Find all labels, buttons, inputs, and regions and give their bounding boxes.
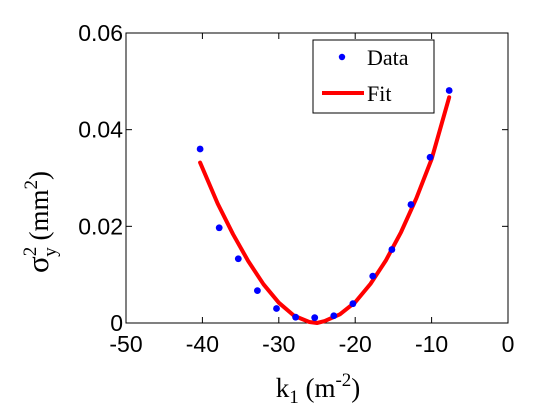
x-tick-label: 0	[502, 331, 515, 357]
y-tick-label: 0.06	[78, 20, 123, 46]
data-point	[254, 287, 261, 295]
x-tick-label: -20	[339, 331, 372, 357]
data-point	[330, 312, 338, 320]
data-point	[445, 87, 453, 94]
y-tick-label: 0.04	[78, 117, 123, 143]
x-tick-label: -10	[415, 331, 448, 357]
x-axis-label: k1 (m-2)	[276, 370, 361, 408]
fit-line	[198, 95, 452, 325]
x-tick-label: -40	[186, 331, 219, 357]
y-tick-label: 0.02	[78, 213, 123, 239]
plot-area	[196, 87, 453, 325]
data-point	[196, 145, 204, 153]
data-point	[292, 313, 300, 321]
data-point	[234, 255, 242, 263]
y-axis-ticks: 0 0.02 0.04 0.06	[78, 20, 508, 336]
data-point	[349, 300, 357, 308]
legend-data-label: Data	[367, 45, 409, 70]
y-axis-label: σ2y (mm2)	[20, 171, 61, 273]
legend-fit-label: Fit	[367, 81, 391, 106]
x-axis-ticks: -50 -40 -30 -20 -10 0	[109, 33, 514, 357]
data-point	[426, 153, 434, 161]
y-tick-label: 0	[110, 310, 123, 336]
legend: Data Fit	[312, 39, 435, 114]
legend-box	[312, 39, 435, 114]
data-point	[369, 272, 377, 280]
data-point	[273, 305, 280, 312]
data-point	[311, 314, 319, 322]
x-tick-label: -30	[262, 331, 295, 357]
data-point	[388, 246, 396, 253]
data-point	[215, 224, 223, 232]
x-tick-label: -50	[109, 331, 142, 357]
legend-data-marker	[338, 53, 346, 61]
data-point	[407, 201, 415, 208]
